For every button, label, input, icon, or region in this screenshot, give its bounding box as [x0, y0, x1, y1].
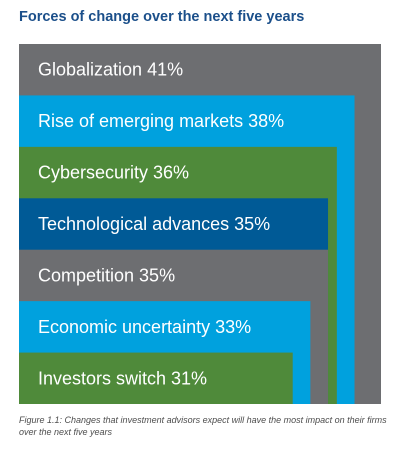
bar-label-globalization: Globalization 41%	[38, 60, 183, 80]
bar-label-cybersecurity: Cybersecurity 36%	[38, 163, 189, 183]
bar-label-investors-switch: Investors switch 31%	[38, 368, 207, 388]
bar-label-economic-uncertainty: Economic uncertainty 33%	[38, 317, 251, 337]
bar-label-technological-advances: Technological advances 35%	[38, 214, 270, 234]
chart-title: Forces of change over the next five year…	[19, 9, 305, 25]
bar-label-competition: Competition 35%	[38, 265, 175, 285]
bar-label-rise-of-emerging-markets: Rise of emerging markets 38%	[38, 111, 284, 131]
bar-investors-switch	[19, 352, 293, 404]
figure-caption: Figure 1.1: Changes that investment advi…	[19, 415, 387, 437]
